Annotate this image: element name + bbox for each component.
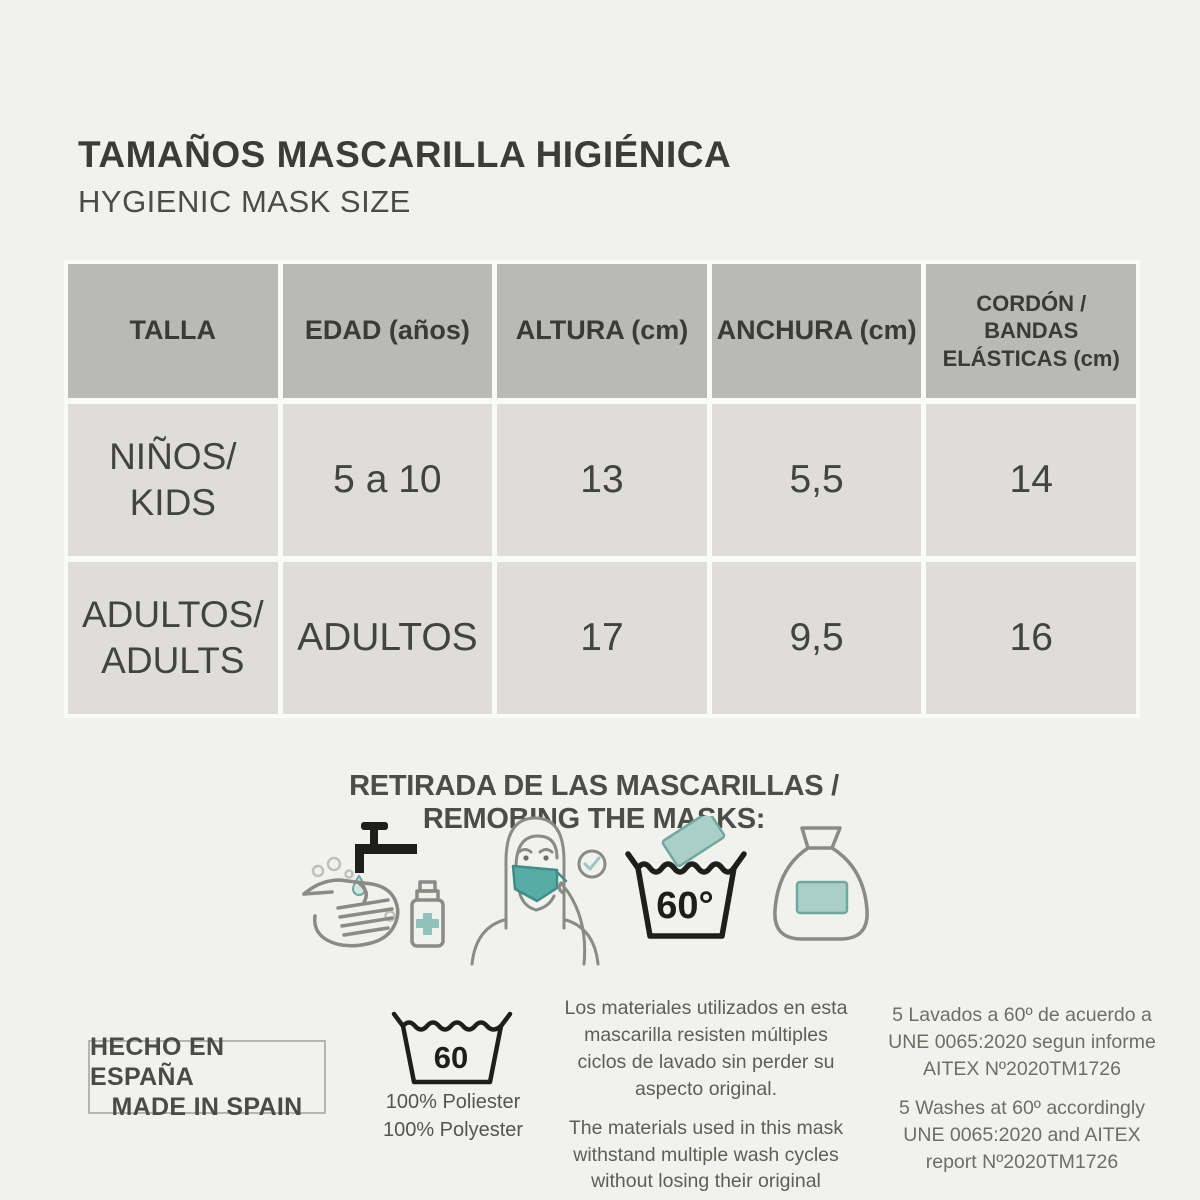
certification-note-en: 5 Washes at 60º accordingly UNE 0065:202… (899, 1096, 1145, 1173)
cell-text: 13 (580, 457, 624, 501)
hand-washing-icon (302, 822, 445, 948)
table-cell-adults-anchura: 9,5 (711, 562, 922, 714)
cell-text: 5,5 (789, 457, 844, 501)
page-title: TAMAÑOS MASCARILLA HIGIÉNICA (78, 134, 732, 175)
certification-note: 5 Lavados a 60º de acuerdo a UNE 0065:20… (888, 1002, 1156, 1187)
table-cell-adults-altura: 17 (497, 562, 707, 714)
wash-at-60-degrees-icon: 60° (625, 816, 747, 939)
cell-text: 14 (1009, 457, 1053, 501)
cell-text: ADULTOS/ (81, 593, 264, 635)
cell-text: NIÑOS/ (109, 435, 237, 477)
wash-temp-label: 60° (656, 885, 713, 927)
wash-60-symbol-icon: 60 (391, 1011, 513, 1085)
durability-note-es: Los materiales utilizados en esta mascar… (564, 997, 848, 1100)
header-label: ALTURA (cm) (515, 315, 689, 346)
column-header-anchura: ANCHURA (cm) (711, 264, 922, 398)
made-in-spain-box: HECHO EN ESPAÑA MADE IN SPAIN (88, 1033, 326, 1121)
cell-text: 16 (1009, 615, 1053, 659)
cell-text: KIDS (129, 482, 216, 523)
table-cell-adults-cordon: 16 (926, 562, 1136, 714)
cell-text: ADULTS (101, 640, 245, 681)
page-subtitle: HYGIENIC MASK SIZE (78, 184, 411, 219)
cell-text: 9,5 (789, 615, 844, 659)
header-label: ELÁSTICAS (cm) (942, 345, 1120, 371)
table-row-kids-label: NIÑOS/ KIDS (68, 404, 278, 556)
durability-note-en: The materials used in this mask withstan… (568, 1116, 844, 1200)
durability-note: Los materiales utilizados en esta mascar… (560, 995, 852, 1200)
column-header-edad: EDAD (años) (282, 264, 493, 398)
header-label: EDAD (años) (304, 315, 470, 346)
column-header-cordon: CORDÓN / BANDAS ELÁSTICAS (cm) (926, 264, 1136, 398)
material-composition: 100% Poliester 100% Polyester (368, 1088, 538, 1144)
table-cell-kids-edad: 5 a 10 (282, 404, 493, 556)
header-label: ANCHURA (cm) (716, 315, 917, 346)
header-label: CORDÓN / BANDAS (976, 290, 1087, 344)
store-in-bag-icon (773, 826, 869, 941)
table-cell-kids-anchura: 5,5 (711, 404, 922, 556)
table-cell-kids-cordon: 14 (926, 404, 1136, 556)
column-header-altura: ALTURA (cm) (497, 264, 707, 398)
table-cell-adults-edad: ADULTOS (282, 562, 493, 714)
table-cell-kids-altura: 13 (497, 404, 707, 556)
column-header-talla: TALLA (68, 264, 278, 398)
table-row-adults-label: ADULTOS/ ADULTS (68, 562, 278, 714)
made-in-en: MADE IN SPAIN (111, 1093, 303, 1121)
mask-size-table: TALLA EDAD (años) ALTURA (cm) ANCHURA (c… (64, 260, 1140, 718)
cell-text: 5 a 10 (333, 457, 442, 501)
material-en: 100% Polyester (382, 1119, 524, 1141)
material-es: 100% Poliester (385, 1091, 521, 1113)
cell-text: ADULTOS (297, 615, 478, 659)
wash-temp-60: 60 (434, 1040, 468, 1075)
remove-mask-by-straps-icon (470, 816, 607, 966)
certification-note-es: 5 Lavados a 60º de acuerdo a UNE 0065:20… (888, 1004, 1156, 1080)
cell-text: 17 (580, 615, 624, 659)
header-label: TALLA (129, 315, 217, 346)
made-in-es: HECHO EN ESPAÑA (90, 1033, 225, 1091)
